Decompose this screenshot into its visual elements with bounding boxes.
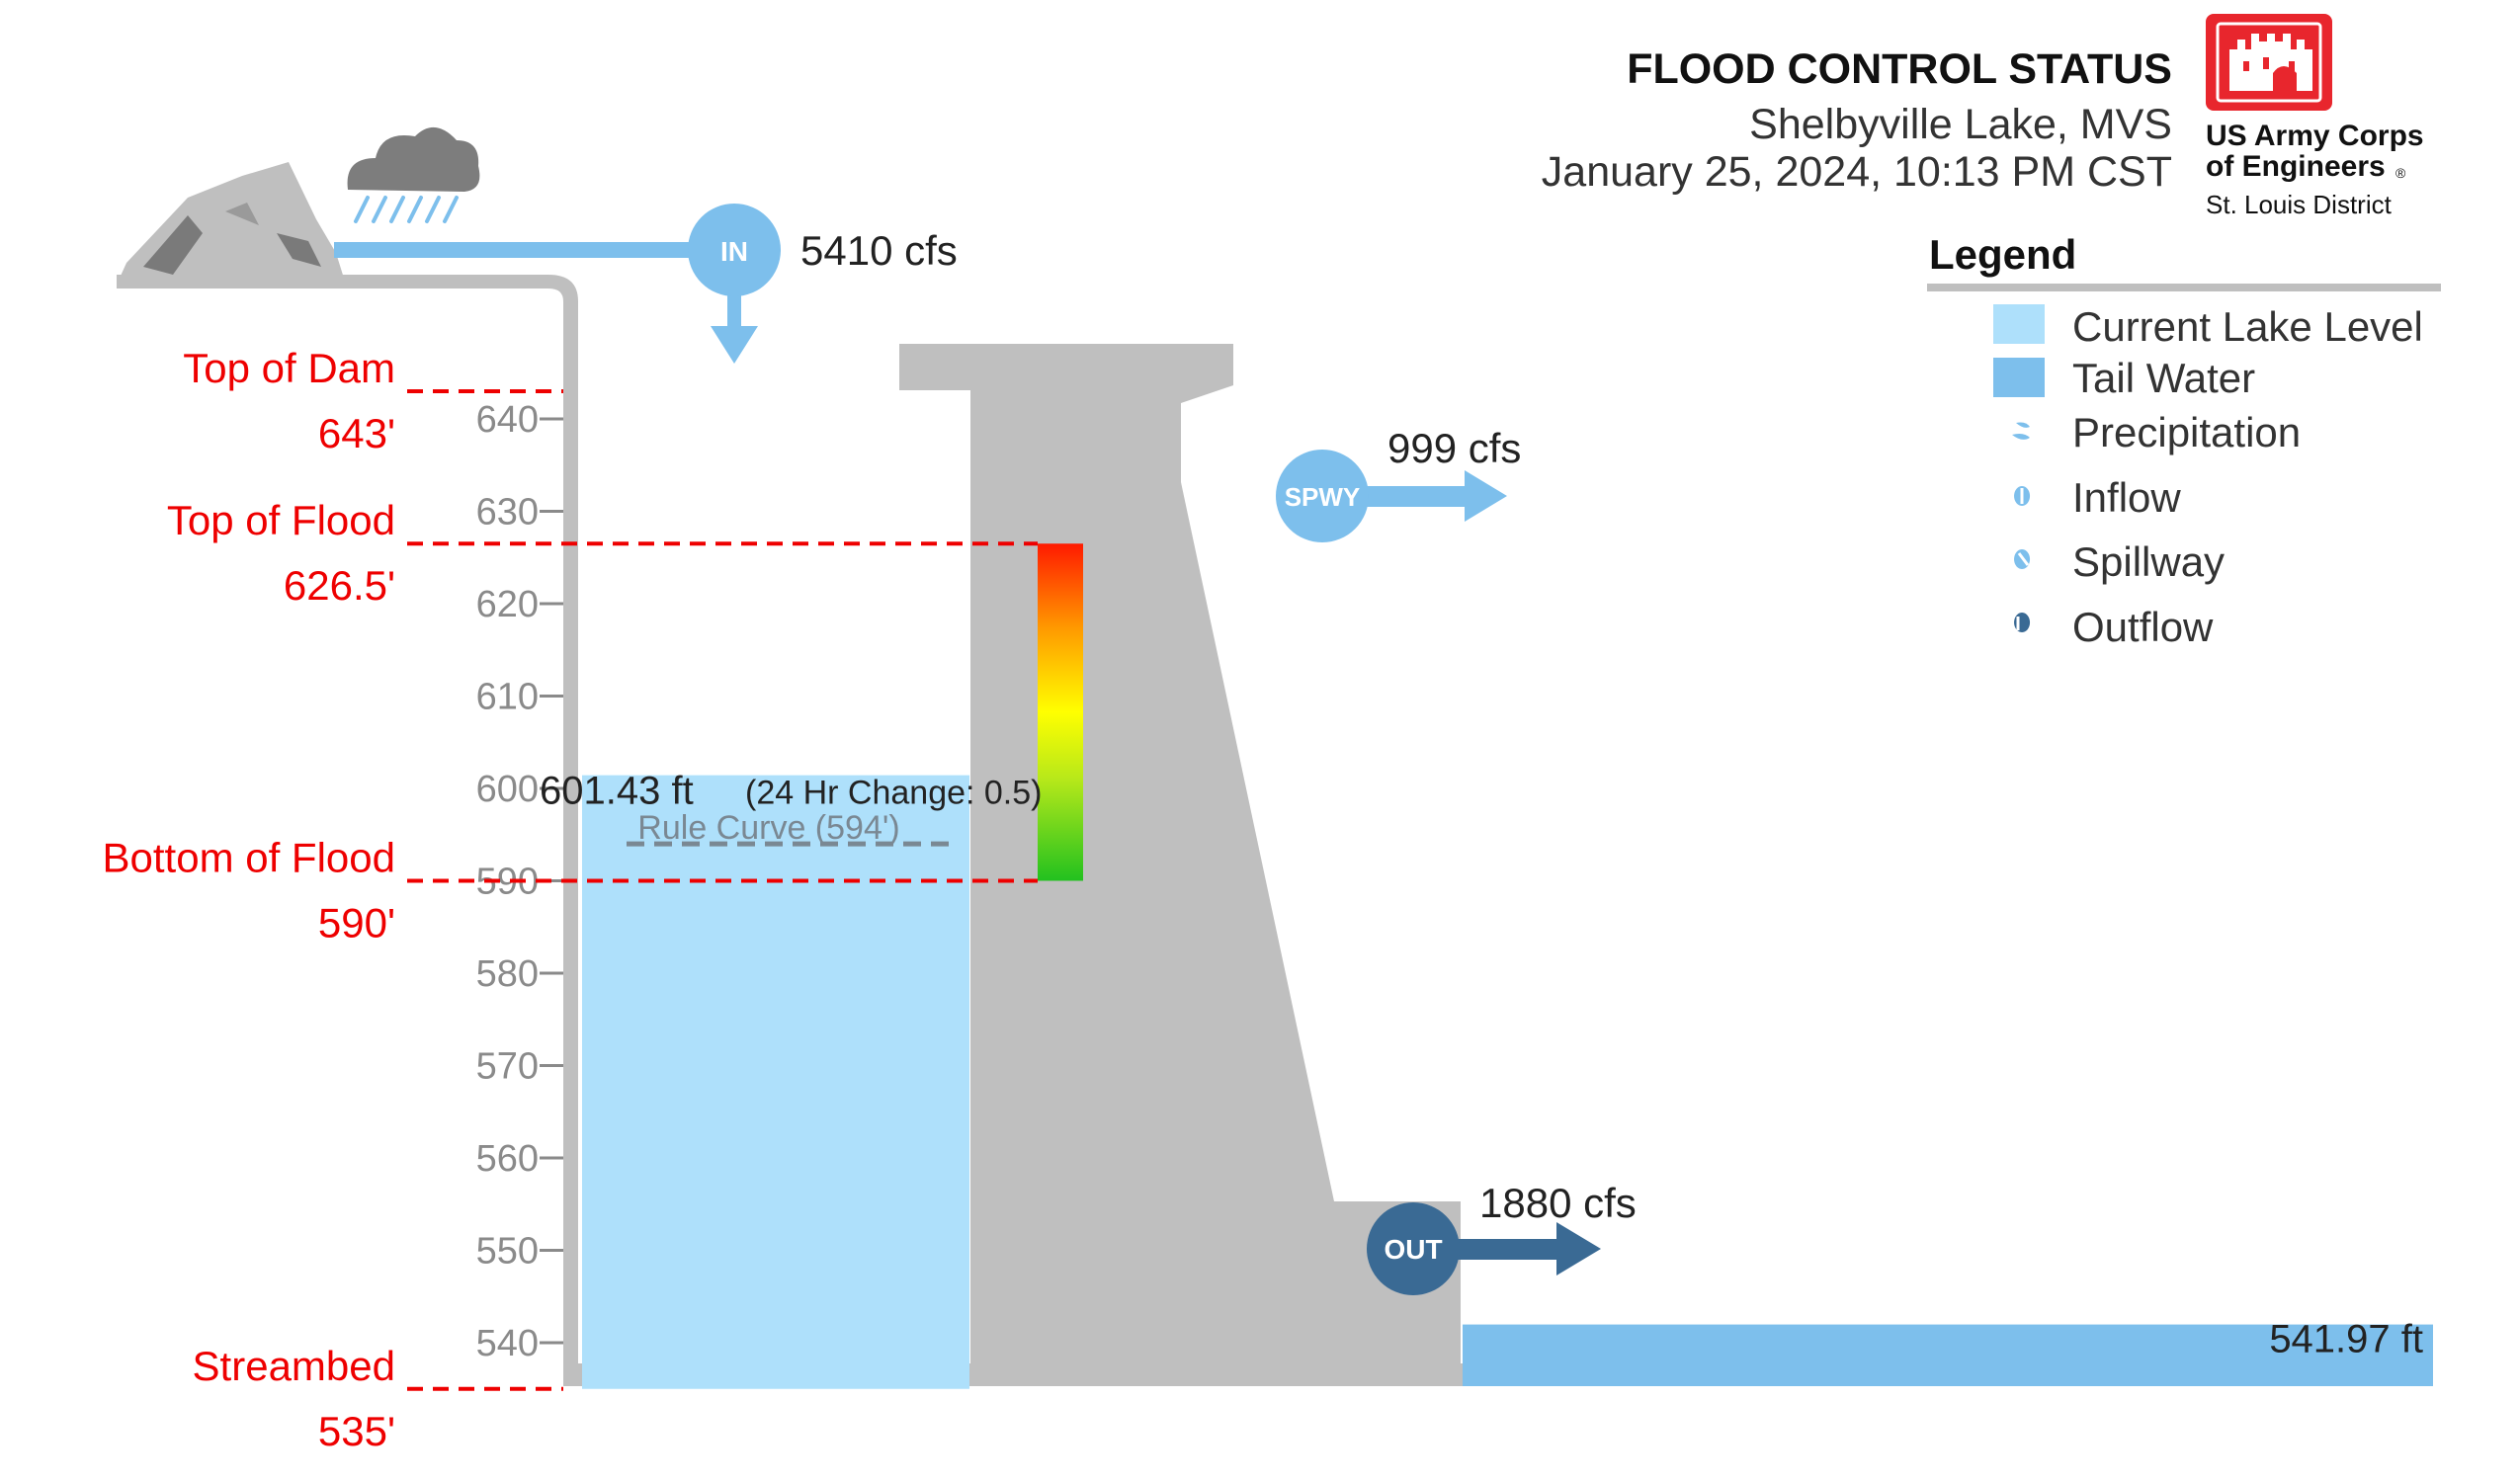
logo-registered-mark: ® [2395,165,2406,181]
axis-tick-label-580: 580 [476,953,539,995]
inflow-channel [334,242,731,258]
top-of-dam-name: Top of Dam [183,345,395,391]
datetime-label: January 25, 2024, 10:13 PM CST [1542,148,2172,196]
logo-line-1: US Army Corps [2206,120,2424,152]
spillway-indicator: SPWY 999 cfs [1276,425,1521,542]
rain-cloud-icon [347,126,480,223]
top-of-dam-value: 643' [318,410,395,456]
legend-item-tail-water: Tail Water [2072,355,2255,401]
tail-water-label: 541.97 ft [2269,1318,2423,1361]
inflow-badge [688,204,781,296]
current-lake-level-swatch [1993,304,2045,344]
spillway-badge [1276,450,1369,542]
legend-item-inflow: Inflow [2072,474,2181,521]
top-of-flood-value: 626.5' [284,562,395,609]
location-label: Shelbyville Lake, MVS [1749,101,2172,148]
legend-divider [1927,284,2441,291]
legend: Legend Current Lake Level Tail Water Pre… [1927,231,2441,650]
inflow-indicator: IN 5410 cfs [688,204,958,364]
outflow-badge-label: OUT [1384,1234,1442,1265]
inflow-value: 5410 cfs [800,227,958,274]
lake-change-label: (24 Hr Change: 0.5) [745,775,1043,812]
lake-level-label: 601.43 ft [540,770,694,813]
logo-district: St. Louis District [2206,190,2393,219]
rule-curve-label: Rule Curve (594') [637,809,899,847]
outflow-arrow-icon [1453,1222,1601,1276]
spillway-arrow-icon [1364,470,1507,522]
usace-logo: US Army Corps of Engineers ® St. Louis D… [2206,14,2424,219]
inflow-badge-label: IN [720,236,748,267]
water [334,242,2433,1389]
spillway-value: 999 cfs [1387,425,1521,471]
rule-curve: Rule Curve (594') [627,809,959,847]
page-title: FLOOD CONTROL STATUS [1627,45,2172,93]
axis-tick-label-570: 570 [476,1046,539,1088]
castle-icon [2206,14,2332,111]
tail-water [1463,1324,2433,1386]
streambed-value: 535' [318,1408,395,1454]
inflow-icon [2014,486,2031,506]
legend-item-current-lake-level: Current Lake Level [2072,303,2423,350]
tail-water-swatch [1993,358,2045,397]
outflow-icon [2014,613,2031,632]
axis-tick-label-600: 600 [476,769,539,810]
precipitation-icon [2012,422,2030,440]
streambed-name: Streambed [193,1343,395,1389]
bottom-of-flood-name: Bottom of Flood [103,835,395,881]
legend-item-precipitation: Precipitation [2072,409,2301,455]
outflow-badge [1367,1202,1460,1295]
axis-tick-label-560: 560 [476,1138,539,1180]
axis-tick-label-540: 540 [476,1323,539,1364]
lake-level-readout: 601.43 ft (24 Hr Change: 0.5) [540,770,1043,813]
outflow-indicator: OUT 1880 cfs [1367,1180,1637,1295]
legend-title: Legend [1929,231,2076,278]
legend-item-spillway: Spillway [2072,538,2225,585]
flood-pool-gradient-bar [1038,543,1083,881]
mountain-icon [117,162,346,285]
top-of-flood-name: Top of Flood [167,497,395,543]
axis-tick-label-630: 630 [476,492,539,534]
spillway-badge-label: SPWY [1285,482,1361,512]
axis-tick-label-550: 550 [476,1231,539,1273]
axis-tick-label-610: 610 [476,677,539,718]
logo-line-2: of Engineers [2206,150,2386,183]
axis-tick-label-640: 640 [476,399,539,441]
header: FLOOD CONTROL STATUS Shelbyville Lake, M… [1542,45,2172,196]
axis-tick-label-620: 620 [476,584,539,625]
legend-item-outflow: Outflow [2072,604,2214,650]
outflow-value: 1880 cfs [1479,1180,1637,1226]
reference-lines: Top of Dam 643' Top of Flood 626.5' Bottom o… [103,345,1038,1454]
current-lake-level [582,775,969,1389]
spillway-icon [2014,549,2031,569]
inflow-arrow-icon [711,287,758,364]
bottom-of-flood-value: 590' [318,900,395,947]
